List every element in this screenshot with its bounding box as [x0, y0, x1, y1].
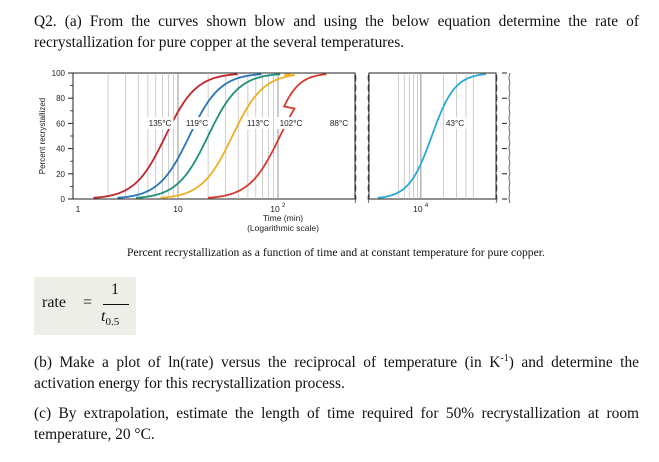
series-label-bg: [277, 117, 305, 129]
question-b-text: (b) Make a plot of ln(rate) versus the r…: [34, 353, 639, 393]
curve-135c: [93, 73, 238, 199]
axis-break: [495, 72, 498, 204]
y-axis-label: Percent recrystallized: [38, 98, 47, 174]
equation-denominator: t0.5: [101, 308, 120, 329]
series-label: 102°C: [280, 119, 303, 128]
curve-43c: [377, 73, 486, 199]
x-tick-superscript: 2: [282, 203, 286, 209]
plot-panel-2: [368, 72, 497, 200]
equation-lhs: rate: [42, 294, 66, 311]
y-tick-label: 60: [56, 119, 65, 128]
plot-panel-1: [72, 72, 356, 200]
series-label: 119°C: [186, 119, 208, 128]
axis-break: [367, 72, 370, 204]
series-label: 88°C: [330, 119, 348, 128]
y-tick-label: 40: [56, 145, 65, 154]
x-tick-label: 10: [270, 204, 280, 214]
y-tick-label: 80: [56, 94, 65, 103]
recrystallization-chart: Percent recrystallized Time (min)(Logarit…: [38, 69, 511, 233]
x-tick-label: 10: [173, 204, 183, 214]
axis-break: [508, 72, 511, 204]
x-tick-label: 10: [413, 204, 423, 214]
x-tick-label: 1: [76, 204, 81, 214]
question-a-text: Q2. (a) From the curves shown blow and u…: [34, 13, 639, 51]
x-axis-label: Time (min): [263, 213, 303, 223]
fraction-bar: [103, 304, 129, 305]
equation-numerator: 1: [111, 281, 119, 298]
series-label-bg: [183, 117, 211, 129]
equation-equals: =: [83, 294, 93, 311]
series-label: 113°C: [247, 119, 269, 128]
y-tick-label: 20: [56, 170, 65, 179]
y-tick-label: 100: [52, 69, 66, 78]
figure-caption: Percent recrystallization as a function …: [127, 246, 545, 259]
curve-113c: [136, 73, 281, 199]
series-label-bg: [327, 117, 351, 129]
series-label: 135°C: [149, 119, 172, 128]
chart-labels: Percent recrystallized Time (min)(Logarit…: [38, 98, 467, 233]
y-tick-label: 0: [61, 195, 66, 204]
series-label-bg: [244, 117, 272, 129]
x-axis-note: (Logarithmic scale): [247, 223, 319, 233]
series-label-bg: [146, 117, 174, 129]
chart-curves: [93, 73, 486, 199]
question-c-text: (c) By extrapolation, estimate the lengt…: [34, 405, 639, 443]
series-label: 43°C: [446, 119, 464, 128]
curve-119c: [117, 73, 262, 199]
x-tick-superscript: 4: [425, 203, 429, 209]
axis-break: [354, 72, 357, 204]
curve-88c: [208, 73, 327, 199]
series-label-bg: [443, 117, 467, 129]
curve-102c: [160, 73, 295, 199]
rate-equation: rate = 1 t0.5: [34, 277, 136, 335]
